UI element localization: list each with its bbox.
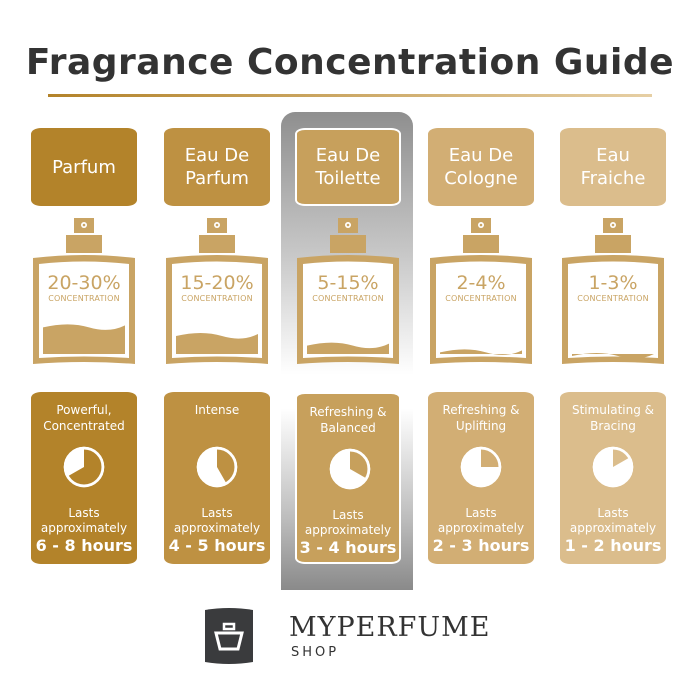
type-header: Eau Fraiche bbox=[560, 128, 666, 206]
type-name: Eau De Toilette bbox=[315, 145, 381, 189]
concentration-label: CONCENTRATION bbox=[577, 294, 649, 303]
concentration-label: CONCENTRATION bbox=[445, 294, 517, 303]
fragrance-column: Eau De Cologne 2-4% CONCENTRATION Refres… bbox=[426, 0, 536, 700]
type-card: Refreshing & Balanced Lasts approximately… bbox=[295, 392, 401, 564]
lasts-label: Lasts approximately bbox=[437, 506, 525, 535]
type-header: Eau De Toilette bbox=[295, 128, 401, 206]
lasts-label: Lasts approximately bbox=[304, 508, 392, 537]
concentration-value: 15-20% bbox=[180, 272, 254, 294]
fragrance-column: Eau Fraiche 1-3% CONCENTRATION Stimulati… bbox=[558, 0, 668, 700]
concentration-label: CONCENTRATION bbox=[312, 294, 384, 303]
duration-pie bbox=[592, 446, 634, 488]
type-header: Parfum bbox=[31, 128, 137, 206]
type-description: Refreshing & Uplifting bbox=[442, 403, 520, 433]
concentration-value: 20-30% bbox=[47, 272, 121, 294]
bottle-icon bbox=[430, 218, 532, 364]
type-name: Parfum bbox=[52, 156, 116, 178]
type-description: Stimulating & Bracing bbox=[571, 403, 655, 433]
type-description: Intense bbox=[194, 403, 240, 417]
concentration-label: CONCENTRATION bbox=[181, 294, 253, 303]
fragrance-column: Eau De Parfum 15-20% CONCENTRATION Inten… bbox=[162, 0, 272, 700]
concentration-value: 5-15% bbox=[317, 272, 379, 294]
title-divider bbox=[48, 94, 652, 97]
bottle-icon bbox=[33, 218, 135, 364]
duration-value: 6 - 8 hours bbox=[35, 536, 133, 555]
bottle-icon bbox=[297, 218, 399, 364]
liquid-level bbox=[176, 333, 258, 354]
liquid-level bbox=[43, 324, 125, 354]
lasts-label: Lasts approximately bbox=[173, 506, 261, 535]
type-card: Refreshing & Uplifting Lasts approximatel… bbox=[428, 392, 534, 564]
duration-pie bbox=[329, 448, 371, 490]
concentration-value: 1-3% bbox=[588, 272, 638, 294]
page-title: Fragrance Concentration Guide bbox=[25, 42, 675, 83]
brand-subtitle: SHOP bbox=[291, 645, 340, 660]
brand-logo-icon bbox=[205, 608, 253, 664]
type-description: Powerful, Concentrated bbox=[43, 403, 125, 433]
type-card: Intense Lasts approximately 4 - 5 hours bbox=[164, 392, 270, 564]
fragrance-column: Eau De Toilette 5-15% CONCENTRATION Refr… bbox=[293, 0, 403, 700]
lasts-label: Lasts approximately bbox=[40, 506, 128, 535]
type-name: Eau De Parfum bbox=[184, 145, 250, 189]
duration-pie bbox=[460, 446, 502, 488]
duration-pie bbox=[196, 446, 238, 488]
duration-value: 1 - 2 hours bbox=[564, 536, 662, 555]
liquid-level bbox=[307, 342, 389, 354]
type-description: Refreshing & Balanced bbox=[309, 405, 387, 435]
duration-value: 2 - 3 hours bbox=[432, 536, 530, 555]
duration-value: 4 - 5 hours bbox=[168, 536, 266, 555]
lasts-label: Lasts approximately bbox=[569, 506, 657, 535]
duration-value: 3 - 4 hours bbox=[299, 538, 397, 557]
liquid-level bbox=[572, 353, 654, 359]
concentration-label: CONCENTRATION bbox=[48, 294, 120, 303]
type-header: Eau De Parfum bbox=[164, 128, 270, 206]
bottle-icon bbox=[166, 218, 268, 364]
type-card: Stimulating & Bracing Lasts approximately… bbox=[560, 392, 666, 564]
type-header: Eau De Cologne bbox=[428, 128, 534, 206]
brand-name: MYPERFUME bbox=[289, 612, 491, 643]
type-name: Eau Fraiche bbox=[580, 145, 646, 189]
duration-pie bbox=[63, 446, 105, 488]
type-name: Eau De Cologne bbox=[444, 145, 518, 189]
liquid-level bbox=[440, 349, 522, 355]
concentration-value: 2-4% bbox=[456, 272, 506, 294]
type-card: Powerful, Concentrated Lasts approximatel… bbox=[31, 392, 137, 564]
bottle-icon bbox=[562, 218, 664, 364]
fragrance-column: Parfum 20-30% CONCENTRATION Powerful, Co… bbox=[29, 0, 139, 700]
